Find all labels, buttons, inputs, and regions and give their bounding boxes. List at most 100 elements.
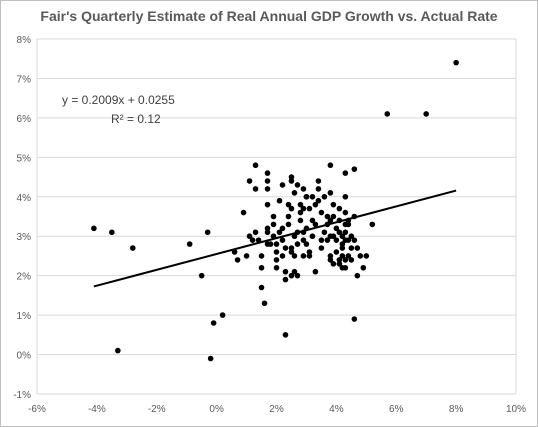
scatter-point [309, 233, 316, 240]
scatter-point [348, 245, 355, 251]
scatter-point [327, 162, 334, 169]
scatter-point [336, 229, 343, 236]
scatter-point [219, 312, 226, 318]
y-tick-label: 6% [17, 114, 32, 125]
scatter-point [285, 213, 292, 220]
scatter-point [327, 257, 334, 263]
scatter-point [324, 213, 331, 220]
x-tick-label: 4% [329, 404, 344, 415]
scatter-point [309, 193, 316, 200]
scatter-point [342, 193, 349, 200]
scatter-point [204, 229, 211, 236]
scatter-point [210, 320, 217, 326]
x-tick-labels: -6% -4% -2% 0% 2% 4% 6% 8% 10% [28, 404, 526, 415]
scatter-point [318, 209, 325, 216]
scatter-point [339, 233, 346, 240]
scatter-point [291, 268, 298, 275]
scatter-point [306, 205, 313, 212]
trendline-group [93, 189, 457, 288]
x-tick-label: 8% [449, 404, 464, 415]
scatter-point [315, 186, 322, 192]
scatter-point [240, 209, 247, 216]
scatter-point [300, 205, 307, 212]
scatter-point [324, 237, 331, 243]
scatter-point [321, 229, 328, 236]
scatter-point [342, 209, 349, 216]
scatter-point [252, 186, 259, 192]
scatter-point [273, 241, 280, 247]
y-tick-label: 3% [17, 232, 32, 243]
scatter-point [264, 178, 271, 184]
scatter-point [288, 272, 295, 279]
scatter-point [285, 221, 292, 228]
scatter-point [309, 217, 316, 224]
scatter-point [315, 197, 322, 204]
scatter-point [354, 245, 361, 251]
scatter-point [336, 261, 343, 267]
scatter-point [348, 233, 355, 240]
scatter-point [351, 166, 358, 172]
scatter-point [115, 347, 121, 354]
scatter-point [339, 253, 346, 259]
chart-title: Fair's Quarterly Estimate of Real Annual… [40, 8, 498, 24]
scatter-point [348, 257, 355, 263]
scatter-point [288, 249, 295, 255]
x-tick-label: -2% [148, 404, 166, 415]
x-tick-label: 6% [389, 404, 404, 415]
scatter-point [327, 217, 334, 224]
scatter-point [273, 257, 280, 263]
scatter-point [345, 237, 352, 243]
scatter-point [264, 186, 271, 192]
scatter-point [261, 300, 268, 307]
scatter-point [336, 257, 343, 263]
scatter-point [264, 229, 271, 236]
scatter-point [270, 213, 277, 220]
x-tick-label: 0% [209, 404, 224, 415]
scatter-point [279, 253, 286, 259]
scatter-point [186, 241, 193, 247]
scatter-point [345, 221, 352, 228]
scatter-point [369, 221, 376, 228]
scatter-point [339, 241, 346, 247]
scatter-point [336, 205, 343, 212]
scatter-point [300, 237, 307, 243]
scatter-point [360, 264, 367, 271]
scatter-point [282, 276, 289, 283]
scatter-point [276, 229, 283, 236]
y-tick-labels: -1% 0% 1% 2% 3% 4% 5% 6% 7% 8% [13, 35, 31, 401]
x-tick-label: 2% [269, 404, 284, 415]
scatter-point [234, 257, 241, 263]
scatter-point [333, 237, 340, 243]
x-tick-label: -6% [28, 404, 46, 415]
scatter-point [351, 237, 358, 243]
scatter-point [249, 237, 256, 243]
scatter-point [258, 264, 265, 271]
scatter-point [333, 225, 340, 232]
scatter-point [130, 245, 136, 251]
scatter-point [267, 241, 274, 247]
scatter-point [243, 253, 250, 259]
y-tick-label: 7% [17, 74, 32, 85]
scatter-point [300, 253, 307, 259]
scatter-point [288, 178, 295, 184]
gridlines [36, 38, 517, 395]
x-tick-label: 10% [506, 404, 526, 415]
scatter-points [91, 59, 459, 362]
scatter-point [330, 201, 337, 208]
y-tick-label: 1% [17, 311, 32, 322]
scatter-point [294, 272, 301, 279]
scatter-point [270, 221, 277, 228]
scatter-point [273, 264, 280, 271]
scatter-point [342, 170, 349, 176]
scatter-point [282, 245, 289, 251]
scatter-point [300, 186, 307, 192]
scatter-point [285, 201, 292, 208]
scatter-point [258, 253, 265, 259]
scatter-point [279, 237, 286, 243]
scatter-point [312, 221, 319, 228]
scatter-point [303, 193, 310, 200]
scatter-point [339, 245, 346, 251]
scatter-point [297, 209, 304, 216]
scatter-point [345, 253, 352, 259]
